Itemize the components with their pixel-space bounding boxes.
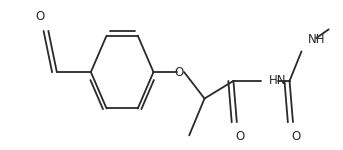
Text: NH: NH bbox=[308, 33, 326, 46]
Text: O: O bbox=[35, 10, 45, 23]
Text: O: O bbox=[174, 66, 184, 79]
Text: O: O bbox=[236, 130, 245, 143]
Text: HN: HN bbox=[269, 74, 287, 87]
Text: O: O bbox=[292, 130, 301, 143]
